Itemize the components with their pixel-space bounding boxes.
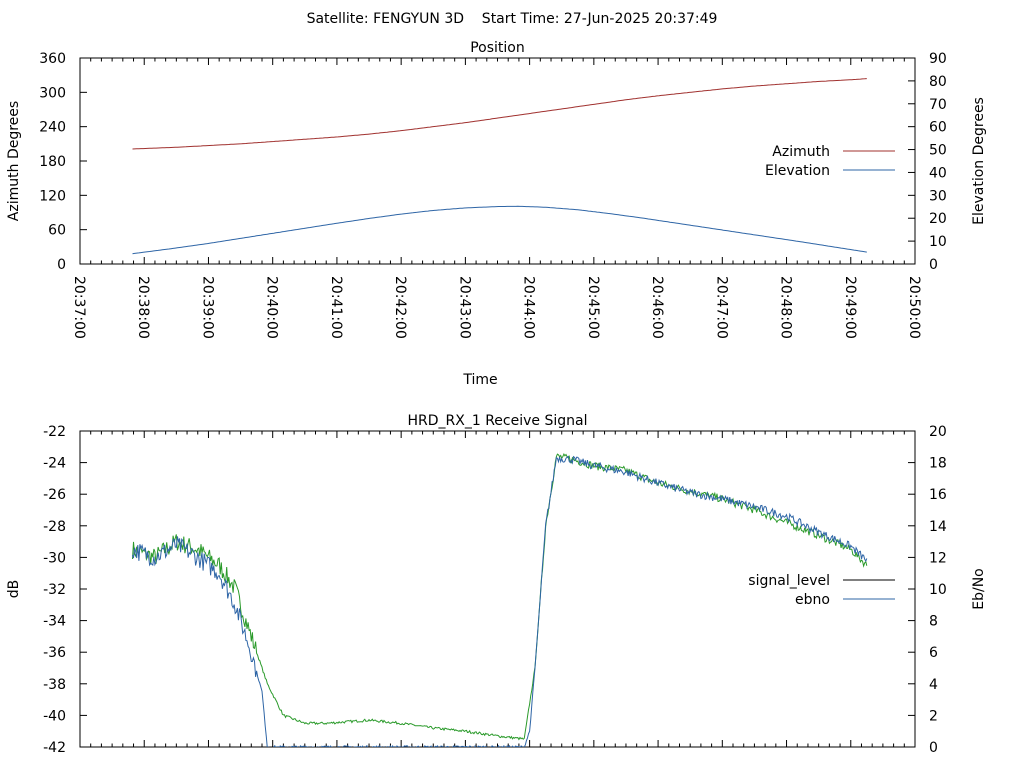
- y2-tick-label: 0: [929, 740, 938, 756]
- y2-tick-label: 40: [929, 165, 947, 181]
- y-tick-label: 240: [39, 120, 66, 136]
- y2-axis-label: Elevation Degrees: [971, 97, 987, 225]
- x-tick-label: 20:48:00: [778, 276, 794, 339]
- x-tick-label: 20:43:00: [456, 276, 472, 339]
- y-tick-label: -32: [43, 582, 66, 598]
- x-tick-label: 20:40:00: [264, 276, 280, 339]
- series-line-signal-level: [132, 453, 868, 741]
- y-tick-label: -26: [43, 487, 66, 503]
- y-tick-label: 0: [57, 257, 66, 273]
- y2-tick-label: 20: [929, 424, 947, 440]
- legend-label: Elevation: [765, 163, 830, 179]
- y2-tick-label: 10: [929, 582, 947, 598]
- legend-label: signal_level: [748, 573, 830, 589]
- x-tick-label: 20:39:00: [199, 276, 215, 339]
- y-tick-label: -24: [43, 456, 66, 472]
- x-tick-label: 20:37:00: [71, 276, 87, 339]
- y2-tick-label: 90: [929, 51, 947, 67]
- y2-tick-label: 80: [929, 74, 947, 90]
- y2-tick-label: 10: [929, 234, 947, 250]
- series-line-azimuth: [132, 78, 867, 150]
- chart-title: HRD_RX_1 Receive Signal: [408, 413, 588, 429]
- y2-tick-label: 60: [929, 120, 947, 136]
- series-line-elevation: [132, 205, 867, 255]
- y-tick-label: -40: [43, 708, 66, 724]
- chart-title: Position: [470, 40, 525, 56]
- y-tick-label: 120: [39, 188, 66, 204]
- legend-label: Azimuth: [772, 144, 830, 160]
- x-tick-label: 20:47:00: [713, 276, 729, 339]
- x-tick-label: 20:45:00: [585, 276, 601, 339]
- y-axis-label: Azimuth Degrees: [6, 101, 22, 221]
- y2-tick-label: 50: [929, 143, 947, 159]
- figure-title: Satellite: FENGYUN 3D Start Time: 27-Jun…: [307, 11, 718, 27]
- y2-tick-label: 18: [929, 456, 947, 472]
- y2-tick-label: 2: [929, 708, 938, 724]
- y-tick-label: -36: [43, 645, 66, 661]
- x-tick-label: 20:50:00: [906, 276, 922, 339]
- y2-tick-label: 8: [929, 614, 938, 630]
- x-axis-label: Time: [462, 372, 497, 388]
- x-tick-label: 20:42:00: [392, 276, 408, 339]
- y2-tick-label: 0: [929, 257, 938, 273]
- y-tick-label: -22: [43, 424, 66, 440]
- x-tick-label: 20:46:00: [649, 276, 665, 339]
- y-tick-label: 360: [39, 51, 66, 67]
- chart-panel-2: HRD_RX_1 Receive Signal -42 -40 -38 -36 -34 -3…: [6, 413, 987, 756]
- y-tick-label: -38: [43, 677, 66, 693]
- x-tick-label: 20:49:00: [842, 276, 858, 339]
- y-tick-label: 60: [48, 223, 66, 239]
- y-tick-label: -42: [43, 740, 66, 756]
- y2-tick-label: 12: [929, 550, 947, 566]
- y-tick-label: 180: [39, 154, 66, 170]
- x-tick-label: 20:44:00: [521, 276, 537, 339]
- y2-tick-label: 70: [929, 97, 947, 113]
- y-tick-label: 300: [39, 85, 66, 101]
- y2-tick-label: 30: [929, 188, 947, 204]
- y2-tick-label: 6: [929, 645, 938, 661]
- y-tick-label: -30: [43, 550, 66, 566]
- series-line-ebno: [132, 455, 868, 747]
- x-tick-label: 20:38:00: [135, 276, 151, 339]
- y-tick-label: -34: [43, 614, 66, 630]
- legend-label: ebno: [795, 592, 830, 608]
- y2-tick-label: 20: [929, 211, 947, 227]
- y2-tick-label: 14: [929, 519, 947, 535]
- chart-panel-1: Position 0 60 120 180 240 300 360 0 10 20 30 40 50 60 7…: [6, 40, 987, 388]
- x-tick-label: 20:41:00: [328, 276, 344, 339]
- plot-frame: [79, 57, 916, 265]
- y-axis-label: dB: [6, 580, 22, 599]
- plot-frame: [79, 430, 916, 748]
- y2-tick-label: 16: [929, 487, 947, 503]
- y2-axis-label: Eb/No: [971, 568, 987, 610]
- y2-tick-label: 4: [929, 677, 938, 693]
- y-tick-label: -28: [43, 519, 66, 535]
